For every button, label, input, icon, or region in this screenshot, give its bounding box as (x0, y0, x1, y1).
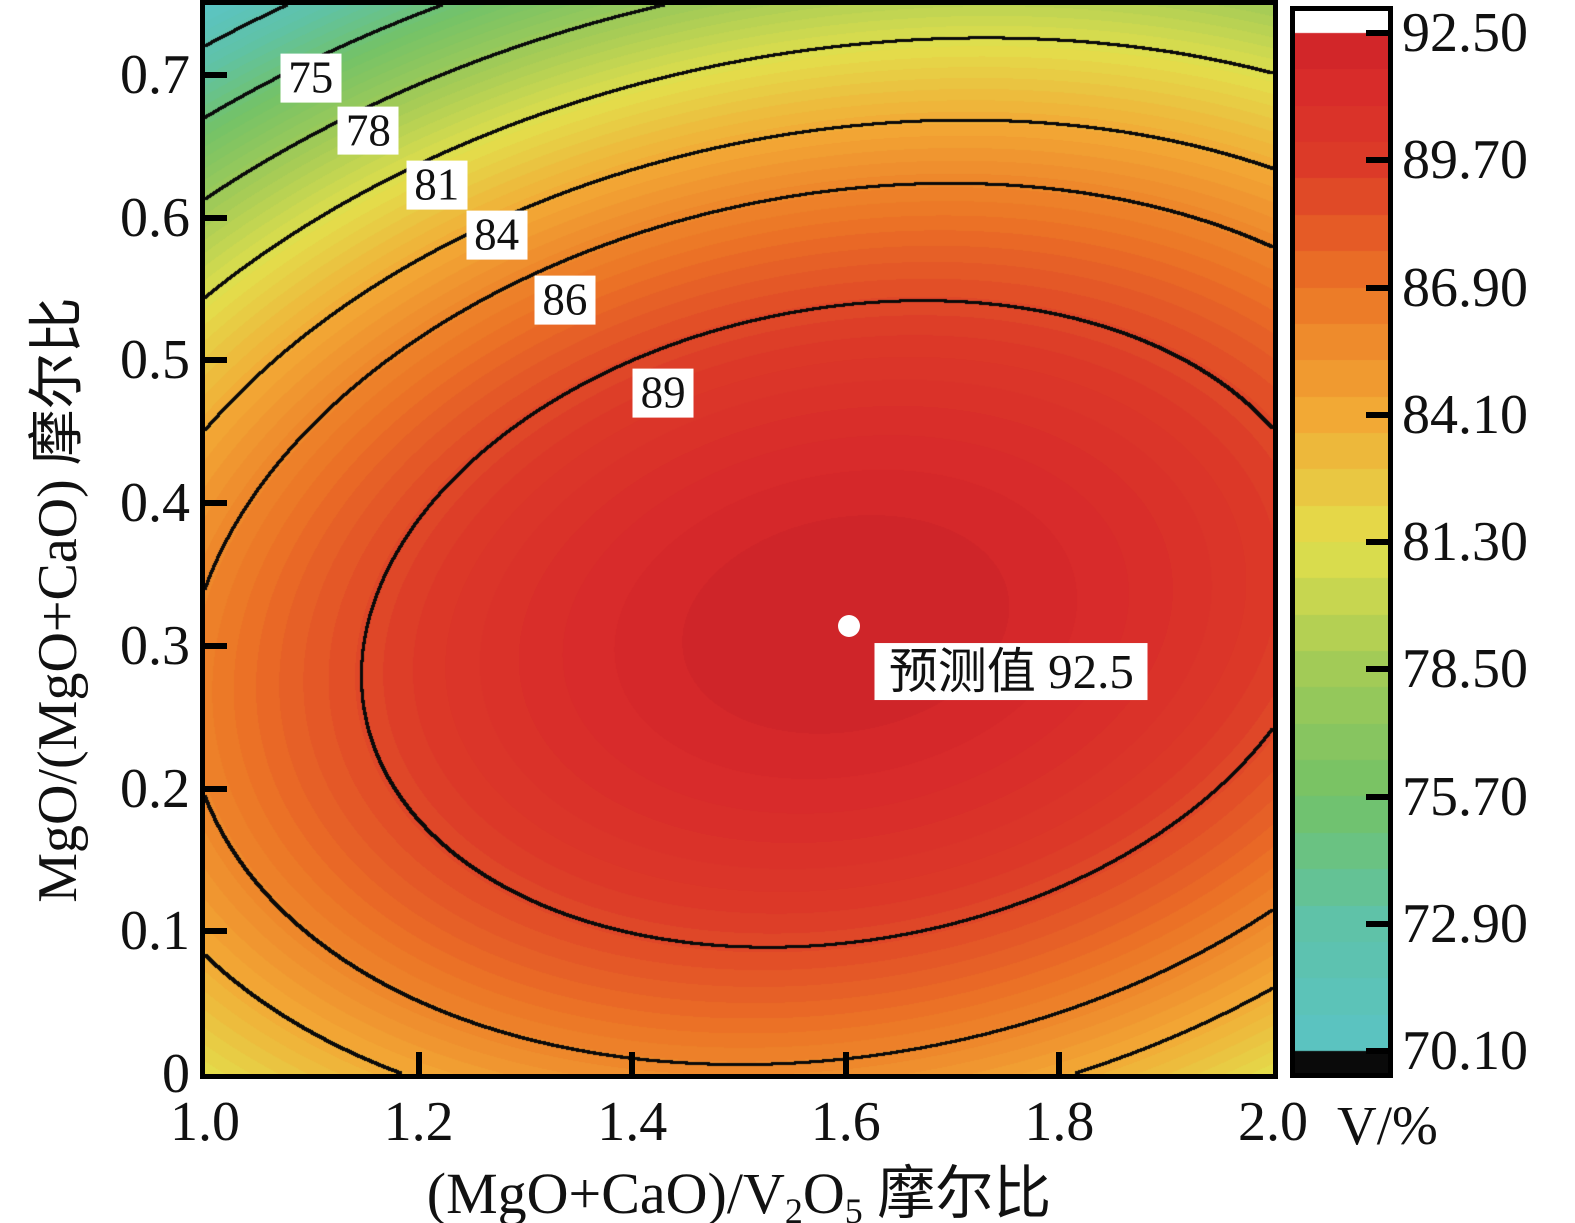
colorbar-tick-label: 81.30 (1402, 511, 1528, 573)
y-axis-tick-label: 0.1 (120, 900, 190, 963)
x-axis-tick-label: 2.0 (1238, 1091, 1308, 1153)
colorbar-tick (1366, 539, 1388, 545)
y-axis-tick (205, 357, 227, 364)
contour-line-label: 81 (406, 160, 468, 210)
contour-line-label: 86 (534, 276, 596, 325)
y-axis-tick (205, 642, 227, 649)
contour-plot-canvas (205, 5, 1273, 1074)
y-axis-tick (205, 71, 227, 78)
x-axis-title-text: O (802, 1161, 845, 1223)
x-axis-title-text: (MgO+CaO)/V (426, 1161, 785, 1223)
x-axis-tick (1056, 1052, 1063, 1074)
y-axis-tick-label: 0 (162, 1043, 190, 1105)
y-axis-tick-label: 0.4 (120, 472, 190, 535)
y-axis-tick (205, 928, 227, 935)
colorbar-tick-label: 70.10 (1402, 1020, 1528, 1082)
contour-line-label: 84 (466, 210, 528, 260)
x-axis-tick-label: 1.4 (597, 1091, 668, 1153)
contour-line-label: 89 (632, 368, 694, 418)
y-axis-tick-label: 0.6 (120, 186, 190, 249)
colorbar-tick-label: 84.10 (1402, 383, 1528, 446)
colorbar-tick (1366, 411, 1388, 418)
colorbar-tick (1366, 30, 1388, 36)
x-axis-title: (MgO+CaO)/V2O5 摩尔比 (339, 1146, 1139, 1223)
colorbar-tick (1366, 666, 1388, 673)
y-axis-tick (205, 500, 227, 507)
y-axis-title: MgO/(MgO+CaO) 摩尔比 (27, 297, 89, 903)
x-axis-tick-label: 1.6 (810, 1091, 881, 1153)
colorbar-tick-label: 75.70 (1402, 765, 1528, 828)
colorbar-tick-label: 72.90 (1402, 892, 1528, 955)
colorbar-tick-label: 92.50 (1402, 2, 1528, 64)
x-axis-tick (629, 1052, 636, 1074)
x-axis-tick-label: 1.8 (1024, 1091, 1095, 1153)
y-axis-tick-label: 0.2 (120, 757, 190, 820)
x-axis-tick (842, 1052, 849, 1074)
colorbar-tick-label: 86.90 (1402, 256, 1528, 319)
colorbar-tick-label: 89.70 (1402, 129, 1528, 192)
y-axis-tick-label: 0.3 (120, 614, 190, 677)
x-axis-tick (415, 1052, 422, 1074)
x-axis-tick-label: 1.2 (383, 1091, 454, 1153)
y-axis-tick-label: 0.5 (120, 329, 190, 392)
x-axis-title-text: 摩尔比 (862, 1161, 1052, 1223)
colorbar-tick (1366, 920, 1388, 927)
x-axis-tick-label: 1.0 (170, 1091, 240, 1153)
x-axis-title-subscript: 5 (844, 1191, 863, 1223)
colorbar-tick (1366, 1048, 1388, 1054)
prediction-annotation: 预测值 92.5 (874, 642, 1148, 701)
y-axis-tick-label: 0.7 (120, 43, 190, 106)
prediction-point-dot (838, 614, 860, 637)
colorbar-tick (1366, 793, 1388, 800)
colorbar-tick (1366, 157, 1388, 164)
colorbar-tick (1366, 284, 1388, 291)
y-axis-tick (205, 785, 227, 792)
colorbar-tick-label: 78.50 (1402, 638, 1528, 701)
contour-line-label: 78 (337, 106, 399, 155)
x-axis-title-subscript: 2 (784, 1191, 803, 1223)
contour-line-label: 75 (280, 53, 342, 103)
colorbar-unit-label: V/% (1337, 1095, 1438, 1156)
y-axis-tick (205, 214, 227, 221)
